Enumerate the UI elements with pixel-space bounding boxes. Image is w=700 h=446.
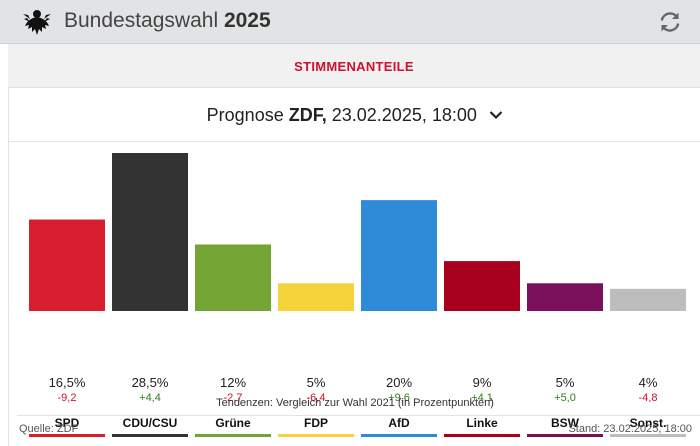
change-label: -9,2 <box>57 392 77 404</box>
change-label: -4,8 <box>638 392 658 404</box>
party-name: SPD <box>54 416 80 430</box>
source-label: Quelle: ZDF <box>19 423 79 435</box>
vote-share-label: 12% <box>219 375 247 390</box>
party-name: AfD <box>388 416 410 430</box>
vote-share-label: 5% <box>555 375 575 390</box>
vote-share-label: 16,5% <box>48 375 86 390</box>
party-color-line <box>361 434 437 437</box>
bar-fdp <box>278 283 354 311</box>
trend-note: Tendenzen: Vergleich zur Wahl 2021 (in P… <box>216 397 494 409</box>
vote-share-chart: 16,5% -9,2 SPD 28,5% +4,4 CDU/CSU 12% -2,7 Grüne… <box>9 143 700 437</box>
vote-share-label: 4% <box>638 375 658 390</box>
party-color-line <box>444 434 520 437</box>
vote-share-label: 5% <box>306 375 326 390</box>
party-color-line <box>195 434 271 437</box>
vote-share-label: 20% <box>385 375 413 390</box>
party-columns: 16,5% -9,2 SPD 28,5% +4,4 CDU/CSU 12% -2,7 Grüne… <box>9 375 700 437</box>
forecast-prefix: Prognose <box>206 105 284 125</box>
tab-stimmenanteile[interactable]: STIMMENANTEILE <box>294 59 414 74</box>
party-color-line <box>29 434 105 437</box>
stand-label: Stand: 23.02.2025, 18:00 <box>568 423 692 435</box>
app-header: Bundestagswahl 2025 <box>0 0 700 44</box>
change-label: -2,7 <box>223 392 243 404</box>
bar-afd <box>361 200 437 311</box>
party-color-line <box>527 434 603 437</box>
app-title: Bundestagswahl 2025 <box>64 9 271 33</box>
party-name: BSW <box>551 416 579 430</box>
vote-share-label: 28,5% <box>131 375 169 390</box>
party-name: CDU/CSU <box>122 416 178 430</box>
bar-linke <box>444 261 520 311</box>
party-color-line <box>278 434 354 437</box>
vote-share-label: 9% <box>472 375 492 390</box>
bar-grüne <box>195 244 271 311</box>
bar-cdu-csu <box>112 153 188 311</box>
app-title-year: 2025 <box>223 9 271 32</box>
party-name: Linke <box>466 416 498 430</box>
app-title-text: Bundestagswahl <box>64 9 219 32</box>
results-panel: Prognose ZDF, 23.02.2025, 18:00 16,5% -9,… <box>8 88 700 446</box>
bar-chart <box>29 153 686 311</box>
forecast-label[interactable]: Prognose ZDF, 23.02.2025, 18:00 <box>207 105 477 126</box>
footer-divider <box>17 415 700 416</box>
bar-bsw <box>527 283 603 311</box>
federal-eagle-icon <box>23 10 51 35</box>
change-label: +9,6 <box>388 392 410 404</box>
bar-sonst- <box>610 288 686 311</box>
tab-bar: STIMMENANTEILE <box>8 44 700 88</box>
party-color-line <box>610 434 686 437</box>
forecast-datetime: 23.02.2025, 18:00 <box>331 105 477 125</box>
change-label: +4,1 <box>471 392 493 404</box>
forecast-source: ZDF, <box>288 105 327 125</box>
chevron-down-icon[interactable] <box>489 110 503 120</box>
change-label: +4,4 <box>139 392 161 404</box>
refresh-icon[interactable] <box>656 8 684 36</box>
bar-spd <box>29 219 105 311</box>
party-name: Sonst. <box>629 416 667 430</box>
party-name: FDP <box>304 416 328 430</box>
change-label: +5,0 <box>554 392 576 404</box>
party-name: Grüne <box>215 416 251 430</box>
change-label: -6,4 <box>306 392 326 404</box>
party-color-line <box>112 434 188 437</box>
forecast-selector[interactable]: Prognose ZDF, 23.02.2025, 18:00 <box>9 88 700 142</box>
